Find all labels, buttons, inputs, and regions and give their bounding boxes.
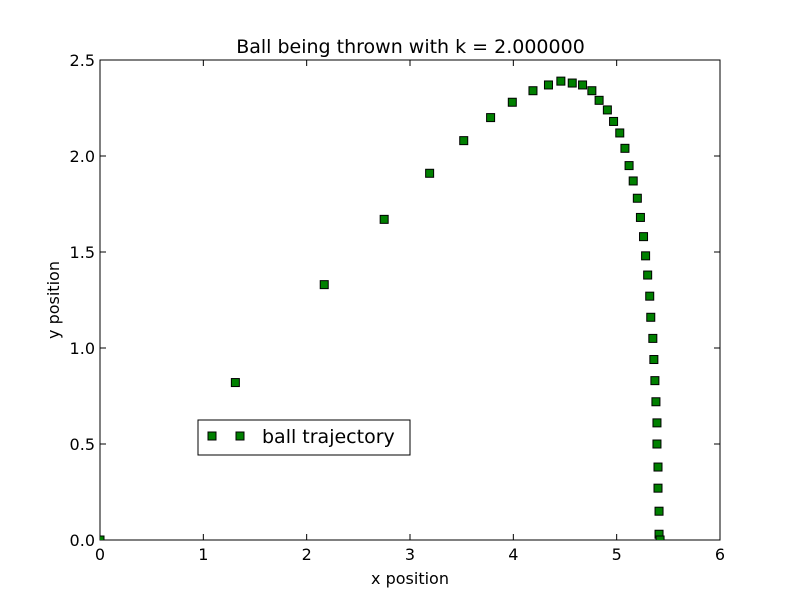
x-tick-label: 0 bbox=[95, 545, 105, 564]
y-tick-label: 2.5 bbox=[70, 51, 95, 70]
legend-marker bbox=[235, 431, 245, 441]
x-tick-label: 4 bbox=[508, 545, 518, 564]
data-point bbox=[594, 95, 604, 105]
data-point bbox=[578, 80, 588, 90]
data-point bbox=[635, 212, 645, 222]
data-point bbox=[615, 128, 625, 138]
data-point bbox=[652, 439, 662, 449]
x-axis: 0 1 2 3 4 5 6 bbox=[95, 60, 725, 564]
data-point bbox=[379, 214, 389, 224]
data-point bbox=[628, 176, 638, 186]
data-point bbox=[646, 312, 656, 322]
data-point bbox=[648, 333, 658, 343]
x-tick-label: 1 bbox=[198, 545, 208, 564]
data-point bbox=[425, 168, 435, 178]
data-point bbox=[567, 78, 577, 88]
data-point bbox=[587, 86, 597, 96]
x-tick-label: 6 bbox=[715, 545, 725, 564]
y-axis-label: y position bbox=[44, 261, 63, 339]
data-point bbox=[643, 270, 653, 280]
data-point bbox=[645, 291, 655, 301]
data-point bbox=[654, 506, 664, 516]
data-point bbox=[602, 105, 612, 115]
legend-label: ball trajectory bbox=[262, 426, 395, 448]
data-point bbox=[649, 355, 659, 365]
plot-area bbox=[99, 59, 721, 541]
data-point bbox=[556, 76, 566, 86]
x-tick-label: 2 bbox=[302, 545, 312, 564]
legend: ball trajectory bbox=[197, 419, 411, 456]
data-point bbox=[651, 397, 661, 407]
y-axis: 0.0 0.5 1.0 1.5 2.0 2.5 bbox=[70, 51, 720, 550]
data-point bbox=[609, 116, 619, 126]
data-point bbox=[639, 232, 649, 242]
x-tick-label: 3 bbox=[405, 545, 415, 564]
data-point bbox=[641, 251, 651, 261]
data-point bbox=[652, 418, 662, 428]
data-point bbox=[653, 462, 663, 472]
data-point bbox=[319, 280, 329, 290]
data-point bbox=[459, 136, 469, 146]
data-point bbox=[100, 535, 105, 540]
legend-marker bbox=[207, 431, 217, 441]
y-tick-label: 0.5 bbox=[70, 435, 95, 454]
data-point bbox=[230, 378, 240, 388]
y-tick-label: 1.5 bbox=[70, 243, 95, 262]
data-point bbox=[620, 143, 630, 153]
data-point bbox=[624, 161, 634, 171]
y-tick-label: 1.0 bbox=[70, 339, 95, 358]
legend-box bbox=[197, 419, 411, 456]
data-point bbox=[507, 97, 517, 107]
data-point bbox=[655, 535, 665, 540]
data-point bbox=[528, 86, 538, 96]
data-point bbox=[543, 80, 553, 90]
plot-frame bbox=[99, 59, 721, 541]
y-tick-label: 2.0 bbox=[70, 147, 95, 166]
y-tick-label: 0.0 bbox=[70, 531, 95, 550]
data-point bbox=[653, 483, 663, 493]
x-axis-label: x position bbox=[371, 569, 449, 588]
chart-title: Ball being thrown with k = 2.000000 bbox=[236, 36, 585, 58]
data-point bbox=[632, 193, 642, 203]
data-point bbox=[486, 113, 496, 123]
series-ball-trajectory bbox=[100, 76, 665, 540]
data-point bbox=[650, 376, 660, 386]
x-tick-label: 5 bbox=[612, 545, 622, 564]
